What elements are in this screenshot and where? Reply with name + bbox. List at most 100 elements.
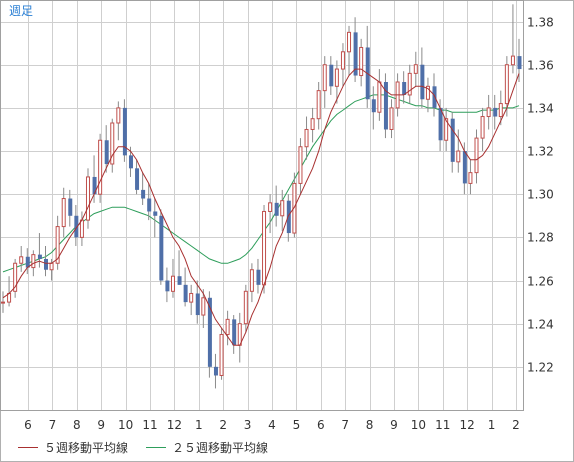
x-tick-label: 9 — [390, 418, 398, 432]
candle-body-up — [504, 64, 509, 105]
candlestick — [116, 101, 121, 141]
y-tick-label: 1.34 — [527, 102, 554, 116]
candlestick — [189, 284, 194, 316]
candlestick — [322, 56, 327, 108]
candle-body-down — [232, 319, 237, 346]
candle-body-down — [141, 189, 146, 199]
candle-body-up — [116, 107, 121, 124]
candle-body-down — [207, 297, 212, 367]
candlestick — [37, 233, 42, 268]
candle-body-up — [55, 226, 60, 264]
candle-body-down — [438, 107, 443, 141]
ma5-series — [2, 68, 520, 346]
candle-body-down — [159, 215, 164, 281]
candle-body-down — [165, 280, 170, 292]
candlestick — [383, 73, 388, 139]
y-tick-label: 1.24 — [527, 318, 554, 332]
candlestick — [68, 189, 73, 227]
x-tick-label: 11 — [435, 418, 450, 432]
candlestick — [420, 47, 425, 108]
candle-body-up — [389, 107, 394, 130]
candle-body-up — [49, 262, 54, 271]
candlestick — [329, 56, 334, 95]
candlestick — [1, 291, 5, 313]
candle-body-down — [74, 215, 79, 238]
y-tick-label: 1.30 — [527, 188, 554, 202]
candle-body-down — [213, 366, 218, 376]
candlestick — [25, 248, 30, 275]
y-tick-label: 1.22 — [527, 361, 554, 375]
candle-body-up — [85, 176, 90, 221]
x-axis-tick-labels: 6 7 8 9 10 11 12 1 2 3 4 5 6 7 8 9 10 11 12 1 2 — [24, 418, 520, 432]
x-tick-label: 10 — [411, 418, 426, 432]
candle-body-up — [359, 46, 364, 77]
candle-body-up — [219, 333, 224, 376]
candlestick — [504, 56, 509, 117]
candle-body-down — [286, 200, 291, 234]
candle-body-up — [474, 137, 479, 174]
x-tick-label: 12 — [167, 418, 182, 432]
candlestick — [256, 258, 261, 294]
candle-body-up — [225, 318, 230, 335]
candle-body-up — [61, 198, 66, 228]
candlestick — [474, 129, 479, 184]
candlestick — [43, 246, 48, 277]
candle-body-up — [425, 85, 430, 100]
x-tick-label: 8 — [73, 418, 81, 432]
candlestick — [170, 258, 175, 298]
candle-body-down — [128, 155, 133, 169]
candlestick — [13, 258, 18, 298]
candlestick — [425, 77, 430, 113]
x-tick-label: 1 — [195, 418, 203, 432]
candlestick — [444, 107, 449, 152]
candlestick — [334, 60, 339, 104]
x-tick-label: 8 — [366, 418, 374, 432]
candle-body-up — [486, 107, 491, 118]
candle-body-down — [25, 256, 30, 268]
legend-item: ５週移動平均線 — [18, 440, 128, 455]
candlestick — [213, 353, 218, 389]
candlestick — [493, 94, 498, 130]
candle-body-up — [347, 31, 352, 53]
candle-body-up — [310, 118, 315, 130]
candlestick — [316, 82, 321, 130]
x-tick-label: 10 — [118, 418, 133, 432]
candlestick — [195, 280, 200, 324]
candlestick — [249, 263, 254, 303]
candle-body-up — [170, 275, 175, 292]
candlestick — [122, 99, 127, 162]
candle-body-down — [274, 202, 279, 216]
candlestick — [243, 284, 248, 333]
candle-body-down — [329, 64, 334, 87]
legend-label: ５週移動平均線 — [44, 440, 128, 455]
candlestick — [298, 138, 303, 195]
candle-body-down — [493, 107, 498, 117]
candle-body-down — [450, 118, 455, 162]
candle-body-down — [195, 293, 200, 316]
candle-body-up — [19, 256, 24, 264]
candle-body-up — [322, 64, 327, 92]
x-tick-label: 6 — [24, 418, 32, 432]
candlestick — [274, 185, 279, 227]
candle-body-up — [262, 210, 267, 286]
candle-body-up — [413, 64, 418, 74]
candle-body-down — [256, 269, 261, 285]
candlestick — [135, 159, 140, 195]
candlestick — [177, 250, 182, 285]
candlestick — [183, 267, 188, 307]
candlestick — [292, 172, 297, 238]
y-tick-label: 1.28 — [527, 231, 554, 245]
candlestick — [280, 189, 285, 231]
ma5-line — [2, 68, 520, 346]
candlestick — [407, 64, 412, 104]
candle-body-up — [249, 269, 254, 292]
y-axis-tick-labels: 1.22 1.24 1.26 1.28 1.30 1.32 1.34 1.36 1.38 — [527, 16, 554, 375]
candle-body-up — [98, 139, 103, 195]
candle-body-down — [43, 258, 48, 270]
candle-body-down — [371, 99, 376, 113]
candle-body-up — [298, 146, 303, 184]
candlestick — [340, 43, 345, 87]
x-tick-label: 11 — [142, 418, 157, 432]
candlestick — [359, 38, 364, 87]
